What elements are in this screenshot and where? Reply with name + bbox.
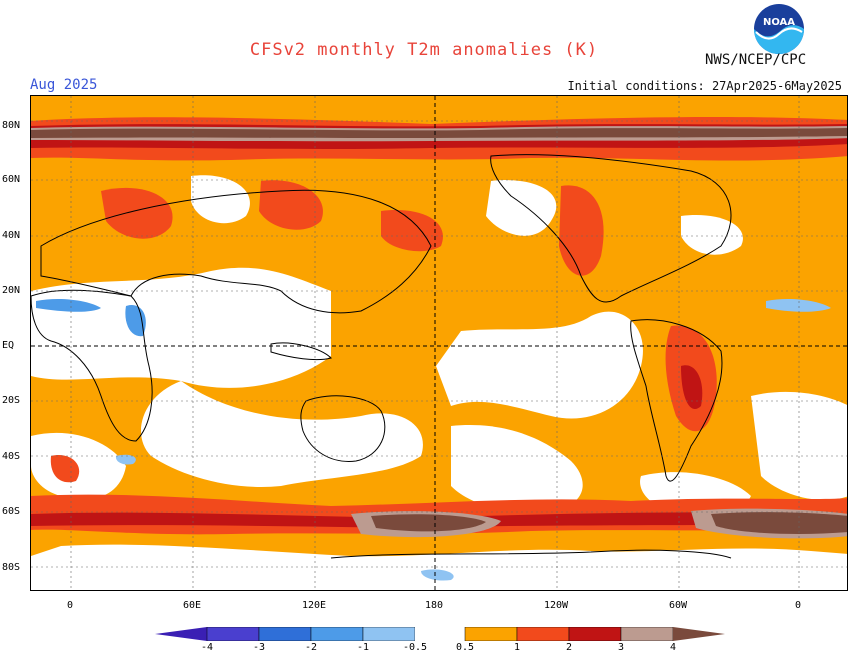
colorbar-label-3: 3 bbox=[617, 642, 625, 653]
reference-lines bbox=[31, 96, 847, 590]
initial-conditions: Initial conditions: 27Apr2025-6May2025 bbox=[567, 79, 842, 93]
lon-label-0: 0 bbox=[66, 600, 74, 611]
near-normal-region bbox=[451, 425, 583, 513]
colorbar-label-neg1: -1 bbox=[356, 642, 370, 653]
lon-label-0-east: 0 bbox=[794, 600, 802, 611]
lat-label-60s: 60S bbox=[2, 506, 21, 517]
colorbar-label-neg2: -2 bbox=[304, 642, 318, 653]
cool-region bbox=[421, 569, 454, 581]
agency-label: NWS/NCEP/CPC bbox=[705, 52, 807, 68]
colorbar-label-neg05: -0.5 bbox=[402, 642, 428, 653]
colorbar-swatch-neg2-neg1 bbox=[310, 626, 364, 642]
north-america-outline bbox=[490, 154, 732, 303]
lon-label-60w: 60W bbox=[668, 600, 688, 611]
near-normal-region bbox=[31, 267, 331, 388]
colorbar-label-2: 2 bbox=[565, 642, 573, 653]
near-normal-region bbox=[681, 215, 743, 255]
lon-label-120w: 120W bbox=[543, 600, 569, 611]
near-normal-region bbox=[436, 311, 643, 419]
near-normal-region bbox=[191, 175, 250, 224]
indonesia-outline bbox=[270, 342, 332, 361]
colorbar-swatch-neutral bbox=[415, 627, 465, 641]
anomaly-map bbox=[30, 95, 848, 591]
lat-label-eq: EQ bbox=[2, 340, 15, 351]
lat-label-80s: 80S bbox=[2, 562, 21, 573]
noaa-logo-text: NOAA bbox=[763, 17, 795, 28]
lat-label-20n: 20N bbox=[2, 285, 21, 296]
very-warm-region bbox=[681, 365, 703, 410]
colorbar-swatch-2-3 bbox=[568, 626, 622, 642]
colorbar-label-05: 0.5 bbox=[455, 642, 475, 653]
lat-label-60n: 60N bbox=[2, 174, 21, 185]
gridlines bbox=[31, 96, 847, 590]
colorbar-label-4: 4 bbox=[669, 642, 677, 653]
colorbar-swatch-05-1 bbox=[464, 626, 518, 642]
colorbar-swatch-neg1-neg05 bbox=[362, 626, 416, 642]
cool-region bbox=[766, 298, 831, 312]
south-america-outline bbox=[630, 319, 723, 482]
coastlines bbox=[31, 154, 732, 559]
extreme-warm-region bbox=[711, 512, 847, 534]
near-normal-region bbox=[751, 391, 847, 500]
colorbar-swatch-3-4 bbox=[620, 626, 674, 642]
antarctica-outline bbox=[330, 549, 732, 559]
strong-warm-region bbox=[381, 210, 443, 252]
colorbar bbox=[155, 626, 725, 642]
colorbar-label-neg3: -3 bbox=[252, 642, 266, 653]
colorbar-swatch-above-4 bbox=[673, 627, 725, 641]
lon-label-60e: 60E bbox=[182, 600, 202, 611]
colorbar-label-1: 1 bbox=[513, 642, 521, 653]
near-normal-region bbox=[31, 544, 847, 590]
cool-region bbox=[115, 454, 136, 465]
cool-region bbox=[36, 298, 101, 312]
lat-label-40s: 40S bbox=[2, 451, 21, 462]
eurasia-outline bbox=[40, 189, 432, 314]
lon-label-180: 180 bbox=[424, 600, 444, 611]
strong-warm-region bbox=[259, 180, 323, 230]
australia-outline bbox=[300, 395, 386, 462]
lat-label-20s: 20S bbox=[2, 395, 21, 406]
colorbar-swatch-neg3-neg2 bbox=[258, 626, 312, 642]
noaa-logo: NOAA bbox=[752, 2, 806, 56]
near-normal-region bbox=[141, 381, 423, 487]
colorbar-label-neg4: -4 bbox=[200, 642, 214, 653]
lat-label-80n: 80N bbox=[2, 120, 21, 131]
lon-label-120e: 120E bbox=[301, 600, 327, 611]
map-title: CFSv2 monthly T2m anomalies (K) bbox=[249, 40, 599, 60]
extreme-warm-region bbox=[371, 514, 486, 532]
colorbar-swatch-1-2 bbox=[516, 626, 570, 642]
colorbar-swatch-neg4-neg3 bbox=[206, 626, 260, 642]
colorbar-swatch-below-neg4 bbox=[155, 627, 207, 641]
near-normal-region bbox=[31, 432, 126, 500]
near-normal-region bbox=[486, 180, 557, 236]
forecast-month: Aug 2025 bbox=[30, 77, 98, 93]
strong-warm-region bbox=[50, 455, 80, 483]
lat-label-40n: 40N bbox=[2, 230, 21, 241]
extreme-warm-region bbox=[31, 128, 847, 138]
strong-warm-region bbox=[101, 187, 173, 239]
